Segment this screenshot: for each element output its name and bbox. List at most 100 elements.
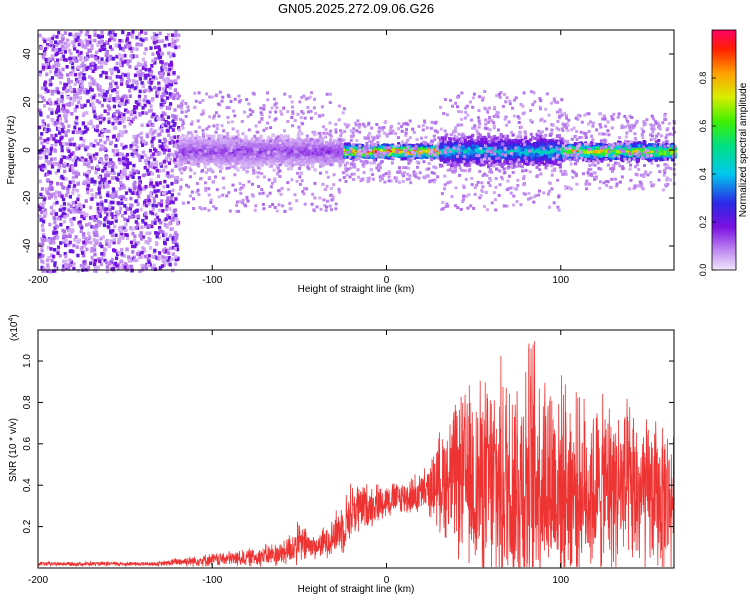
heatmap-cell	[233, 144, 237, 148]
heatmap-cell	[189, 143, 193, 147]
heatmap-cell	[52, 202, 56, 206]
heatmap-cell	[301, 138, 305, 143]
heatmap-cell	[226, 143, 230, 148]
heatmap-cell	[100, 40, 104, 44]
heatmap-cell	[121, 95, 125, 100]
heatmap-cell	[312, 158, 316, 162]
heatmap-cell	[142, 203, 146, 207]
heatmap-cell	[160, 98, 164, 103]
heatmap-cell	[76, 35, 80, 40]
heatmap-cell	[59, 241, 63, 245]
heatmap-cell	[181, 99, 185, 103]
heatmap-cell	[167, 124, 171, 128]
heatmap-cell	[222, 147, 226, 151]
heatmap-cell	[302, 94, 306, 98]
heatmap-cell	[93, 252, 97, 257]
heatmap-cell	[274, 137, 278, 141]
heatmap-cell	[115, 249, 119, 254]
heatmap-cell	[325, 170, 329, 174]
heatmap-cell	[177, 45, 181, 49]
heatmap-cell	[220, 153, 224, 157]
heatmap-cell	[39, 111, 43, 115]
heatmap-cell	[168, 234, 173, 238]
heatmap-cell	[154, 163, 159, 167]
heatmap-cell	[287, 144, 291, 149]
heatmap-cell	[168, 262, 172, 267]
heatmap-cell	[253, 153, 257, 157]
heatmap-cell	[285, 142, 289, 146]
heatmap-cell	[79, 103, 84, 108]
heatmap-cell	[158, 253, 162, 257]
heatmap-cell	[291, 124, 295, 128]
heatmap-cell	[276, 166, 280, 170]
heatmap-cell	[125, 37, 129, 41]
heatmap-cell	[174, 178, 178, 182]
heatmap-cell	[192, 158, 196, 162]
heatmap-cell	[99, 195, 103, 199]
heatmap-cell	[79, 64, 83, 68]
heatmap-cell	[100, 103, 104, 108]
heatmap-cell	[89, 240, 93, 245]
heatmap-cell	[163, 88, 167, 92]
heatmap-cell	[258, 162, 262, 167]
heatmap-cell	[99, 209, 103, 214]
heatmap-cell	[113, 216, 117, 220]
heatmap-cell	[141, 57, 145, 62]
heatmap-cell	[96, 55, 100, 60]
heatmap-cell	[225, 106, 229, 110]
heatmap-cell	[162, 263, 166, 268]
heatmap-cell	[305, 159, 309, 163]
heatmap-cell	[120, 197, 124, 201]
heatmap-cell	[161, 230, 165, 234]
heatmap-cell	[105, 155, 109, 160]
heatmap-cell	[41, 37, 46, 41]
heatmap-cell	[51, 45, 56, 49]
heatmap-cell	[130, 35, 134, 39]
heatmap-cell	[72, 186, 76, 190]
heatmap-cell	[304, 139, 308, 143]
heatmap-cell	[81, 113, 86, 117]
heatmap-cell	[332, 173, 336, 177]
heatmap-cell	[54, 89, 58, 94]
heatmap-cell	[212, 114, 216, 118]
heatmap-cell	[273, 150, 277, 154]
heatmap-cell	[66, 88, 70, 93]
heatmap-cell	[111, 215, 115, 220]
heatmap-cell	[105, 242, 109, 247]
heatmap-cell	[41, 65, 45, 70]
heatmap-cell	[297, 143, 301, 147]
heatmap-cell	[126, 41, 130, 46]
heatmap-cell	[155, 76, 159, 80]
heatmap-cell	[93, 182, 97, 186]
heatmap-cell	[106, 173, 111, 178]
heatmap-cell	[121, 60, 125, 65]
heatmap-cell	[130, 210, 134, 215]
heatmap-cell	[135, 186, 139, 190]
heatmap-cell	[331, 154, 335, 158]
heatmap-cell	[99, 65, 104, 69]
heatmap-cell	[70, 102, 75, 106]
heatmap-cell	[160, 74, 164, 78]
heatmap-cell	[338, 147, 342, 151]
heatmap-cell	[329, 159, 333, 163]
heatmap-cell	[151, 203, 155, 208]
heatmap-cell	[56, 41, 60, 46]
heatmap-cell	[38, 94, 42, 98]
heatmap-cell	[90, 215, 94, 219]
heatmap-cell	[207, 193, 211, 197]
heatmap-cell	[292, 146, 296, 150]
heatmap-cell	[220, 99, 224, 103]
heatmap-cell	[214, 111, 218, 115]
heatmap-cell	[148, 131, 152, 135]
heatmap-cell	[168, 92, 172, 96]
heatmap-cell	[124, 222, 128, 227]
heatmap-cell	[82, 216, 86, 221]
heatmap-cell	[93, 239, 97, 244]
heatmap-cell	[217, 158, 220, 162]
heatmap-cell	[120, 46, 124, 51]
heatmap-cell	[57, 74, 61, 78]
heatmap-cell	[89, 66, 93, 71]
heatmap-cell	[197, 144, 201, 148]
heatmap-cell	[233, 114, 237, 118]
heatmap-cell	[53, 149, 57, 153]
